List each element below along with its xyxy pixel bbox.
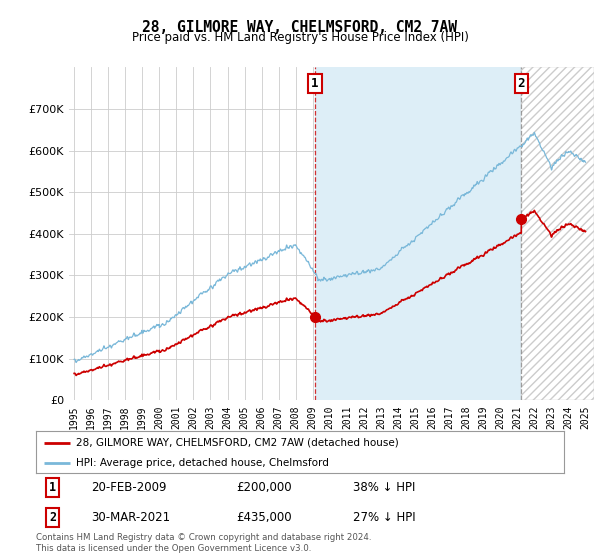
Text: HPI: Average price, detached house, Chelmsford: HPI: Average price, detached house, Chel… xyxy=(76,458,328,468)
Text: 28, GILMORE WAY, CHELMSFORD, CM2 7AW (detached house): 28, GILMORE WAY, CHELMSFORD, CM2 7AW (de… xyxy=(76,438,398,448)
Text: 38% ↓ HPI: 38% ↓ HPI xyxy=(353,481,415,494)
Text: 2: 2 xyxy=(49,511,56,524)
Text: £435,000: £435,000 xyxy=(236,511,292,524)
Text: 2: 2 xyxy=(518,77,525,90)
Text: Contains HM Land Registry data © Crown copyright and database right 2024.
This d: Contains HM Land Registry data © Crown c… xyxy=(36,533,371,553)
Bar xyxy=(521,67,594,400)
Text: £200,000: £200,000 xyxy=(236,481,292,494)
Text: 1: 1 xyxy=(49,481,56,494)
Text: 1: 1 xyxy=(311,77,319,90)
Bar xyxy=(315,67,521,400)
Text: 28, GILMORE WAY, CHELMSFORD, CM2 7AW: 28, GILMORE WAY, CHELMSFORD, CM2 7AW xyxy=(143,20,458,35)
Text: 20-FEB-2009: 20-FEB-2009 xyxy=(91,481,167,494)
Text: Price paid vs. HM Land Registry's House Price Index (HPI): Price paid vs. HM Land Registry's House … xyxy=(131,31,469,44)
Text: 27% ↓ HPI: 27% ↓ HPI xyxy=(353,511,415,524)
Text: 30-MAR-2021: 30-MAR-2021 xyxy=(91,511,170,524)
